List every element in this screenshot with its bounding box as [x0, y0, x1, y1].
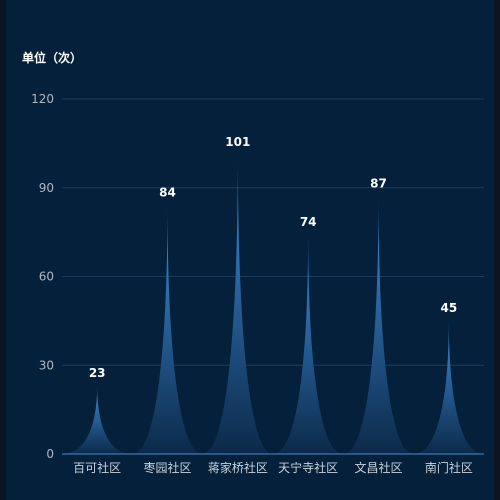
x-tick-label: 百可社区: [73, 460, 121, 475]
x-category-labels: 百可社区 枣园社区 蒋家桥社区 天宁寺社区 文昌社区 南门社区: [73, 460, 473, 475]
x-tick-label: 蒋家桥社区: [208, 460, 268, 475]
x-tick-label: 枣园社区: [143, 460, 191, 475]
y-tick-label: 60: [39, 270, 54, 284]
y-tick-label: 0: [46, 447, 54, 461]
y-axis-unit-label: 单位（次）: [22, 51, 83, 65]
data-label: 23: [89, 366, 106, 380]
grid-lines: [62, 98, 484, 366]
bar: [202, 155, 273, 455]
bar: [273, 235, 344, 454]
data-label: 87: [370, 177, 387, 191]
data-label: 101: [225, 135, 250, 149]
x-tick-label: 文昌社区: [354, 460, 402, 475]
y-tick-label: 90: [39, 181, 54, 195]
bar: [62, 385, 133, 454]
y-tick-label: 120: [31, 92, 54, 106]
x-tick-label: 天宁寺社区: [278, 460, 338, 475]
data-label: 84: [159, 186, 176, 200]
data-label: 74: [300, 215, 317, 229]
x-tick-label: 南门社区: [425, 460, 473, 475]
bar: [343, 196, 414, 454]
panel-edge: [494, 0, 500, 500]
data-labels: 23 84 101 74 87 45: [89, 135, 457, 380]
bar: [132, 205, 203, 454]
bars: [62, 155, 484, 455]
data-label: 45: [440, 301, 457, 315]
bar: [413, 320, 484, 454]
y-tick-label: 30: [39, 358, 54, 372]
y-tick-labels: 0 30 60 90 120: [31, 92, 54, 461]
